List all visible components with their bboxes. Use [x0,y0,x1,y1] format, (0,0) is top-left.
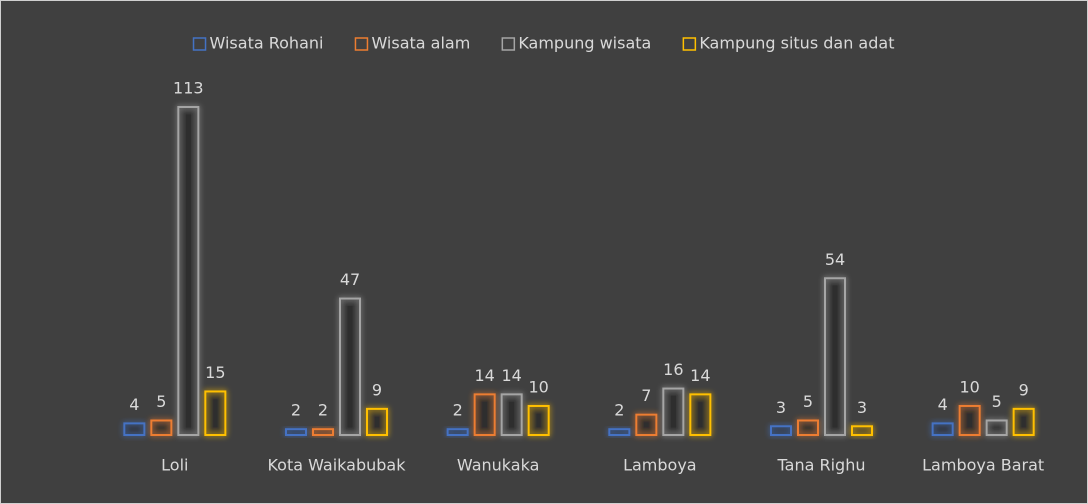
legend-swatch [501,37,516,51]
bar [312,428,334,437]
bar [473,393,496,436]
bar [500,393,523,436]
legend-label: Kampung situs dan adat [699,34,894,53]
data-label: 4 [129,395,139,414]
x-tick-label: Lamboya [623,456,697,475]
bar [366,407,388,436]
data-label: 3 [857,398,867,417]
data-label: 9 [372,380,382,399]
x-tick-label: Lamboya Barat [922,456,1044,475]
data-label: 10 [959,377,979,396]
data-label: 5 [992,392,1002,411]
data-label: 4 [938,395,948,414]
data-label: 2 [614,401,624,420]
legend-label: Wisata alam [371,34,470,53]
x-tick-label: Wanukaka [457,456,539,475]
bar [824,277,846,436]
data-label: 14 [501,366,521,385]
legend-label: Kampung wisata [518,34,651,53]
legend-label: Wisata Rohani [210,34,324,53]
data-label: 10 [528,377,548,396]
bar [1012,407,1035,436]
data-label: 7 [641,386,651,405]
data-label: 2 [453,401,463,420]
data-label: 16 [663,360,683,379]
bar [339,297,361,436]
x-tick-label: Tana Righu [777,456,866,475]
bar [770,425,792,436]
bar [177,106,200,436]
data-label: 14 [474,366,494,385]
data-label: 113 [173,79,204,98]
x-tick-label: Loli [161,456,188,475]
bar [958,404,981,436]
x-tick-label: Kota Waikabubak [267,456,406,475]
bar [797,419,819,436]
bar [527,404,550,436]
bar [689,393,712,436]
legend-swatch [192,37,207,51]
bar [931,422,954,436]
data-label: 54 [825,250,845,269]
data-label: 2 [291,401,301,420]
bar [123,422,146,436]
data-label: 47 [340,270,360,289]
legend-swatch [354,37,369,51]
data-label: 15 [205,363,225,382]
bar [851,425,873,436]
bar [204,390,227,436]
data-label: 14 [690,366,710,385]
bar [446,428,469,437]
legend-swatch [682,37,697,51]
bar [985,419,1008,436]
bar [150,419,173,436]
data-label: 3 [776,398,786,417]
bar [662,387,685,437]
bar [285,428,307,437]
data-label: 5 [156,392,166,411]
data-label: 9 [1019,380,1029,399]
data-label: 5 [803,392,813,411]
data-label: 2 [318,401,328,420]
bar [608,428,631,437]
bar [635,413,658,437]
